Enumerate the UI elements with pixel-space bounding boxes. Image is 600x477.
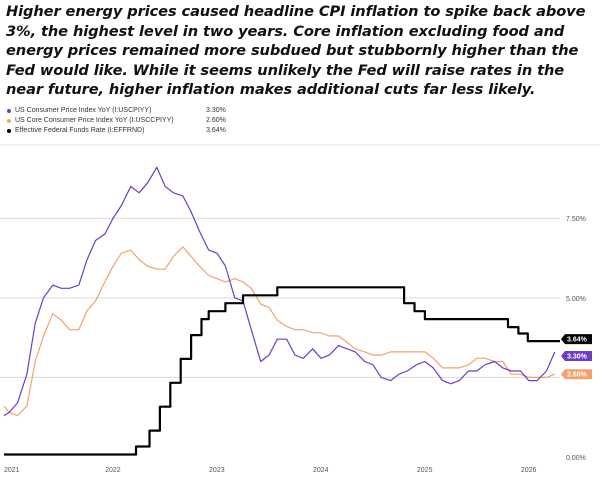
series-line-ffr	[4, 286, 560, 456]
chart-headline: Higher energy prices caused headline CPI…	[6, 3, 586, 98]
legend-label-core: US Core Consumer Price Index YoY (I:USCC…	[15, 117, 174, 124]
end-badge-core	[561, 369, 592, 380]
legend-swatch-core	[7, 119, 11, 123]
legend-label-cpi: US Consumer Price Index YoY (I:USCPIYY)	[15, 107, 152, 114]
x-tick-label: 2026	[521, 467, 537, 474]
y-tick-label: 0.00%	[566, 455, 586, 462]
legend-swatch-cpi	[7, 109, 11, 113]
end-badge-label-cpi: 3.30%	[567, 353, 588, 360]
end-badge-cpi	[561, 350, 592, 361]
end-badge-label-core: 2.60%	[567, 372, 588, 379]
x-tick-label: 2025	[417, 467, 433, 474]
chart-legend: US Consumer Price Index YoY (I:USCPIYY) …	[6, 106, 266, 136]
end-badge-label-ffr: 3.64%	[567, 337, 588, 344]
x-tick-label: 2024	[313, 467, 329, 474]
legend-item-core[interactable]: US Core Consumer Price Index YoY (I:USCC…	[6, 116, 266, 126]
series-line-core	[3, 246, 556, 417]
legend-value-ffr: 3.64%	[206, 127, 226, 134]
x-tick-label: 2023	[209, 467, 225, 474]
y-tick-label: 5.00%	[566, 296, 586, 303]
x-tick-label: 2022	[105, 467, 121, 474]
legend-item-cpi[interactable]: US Consumer Price Index YoY (I:USCPIYY) …	[6, 106, 266, 116]
legend-swatch-ffr	[7, 129, 11, 133]
end-badge-ffr	[561, 334, 592, 345]
series-line-cpi	[3, 166, 556, 417]
legend-label-ffr: Effective Federal Funds Rate (I:EFFRND)	[15, 127, 145, 134]
x-tick-label: 2021	[4, 467, 20, 474]
legend-value-cpi: 3.30%	[206, 107, 226, 114]
y-tick-label: 7.50%	[566, 216, 586, 223]
legend-item-ffr[interactable]: Effective Federal Funds Rate (I:EFFRND) …	[6, 126, 266, 136]
legend-value-core: 2.60%	[206, 117, 226, 124]
